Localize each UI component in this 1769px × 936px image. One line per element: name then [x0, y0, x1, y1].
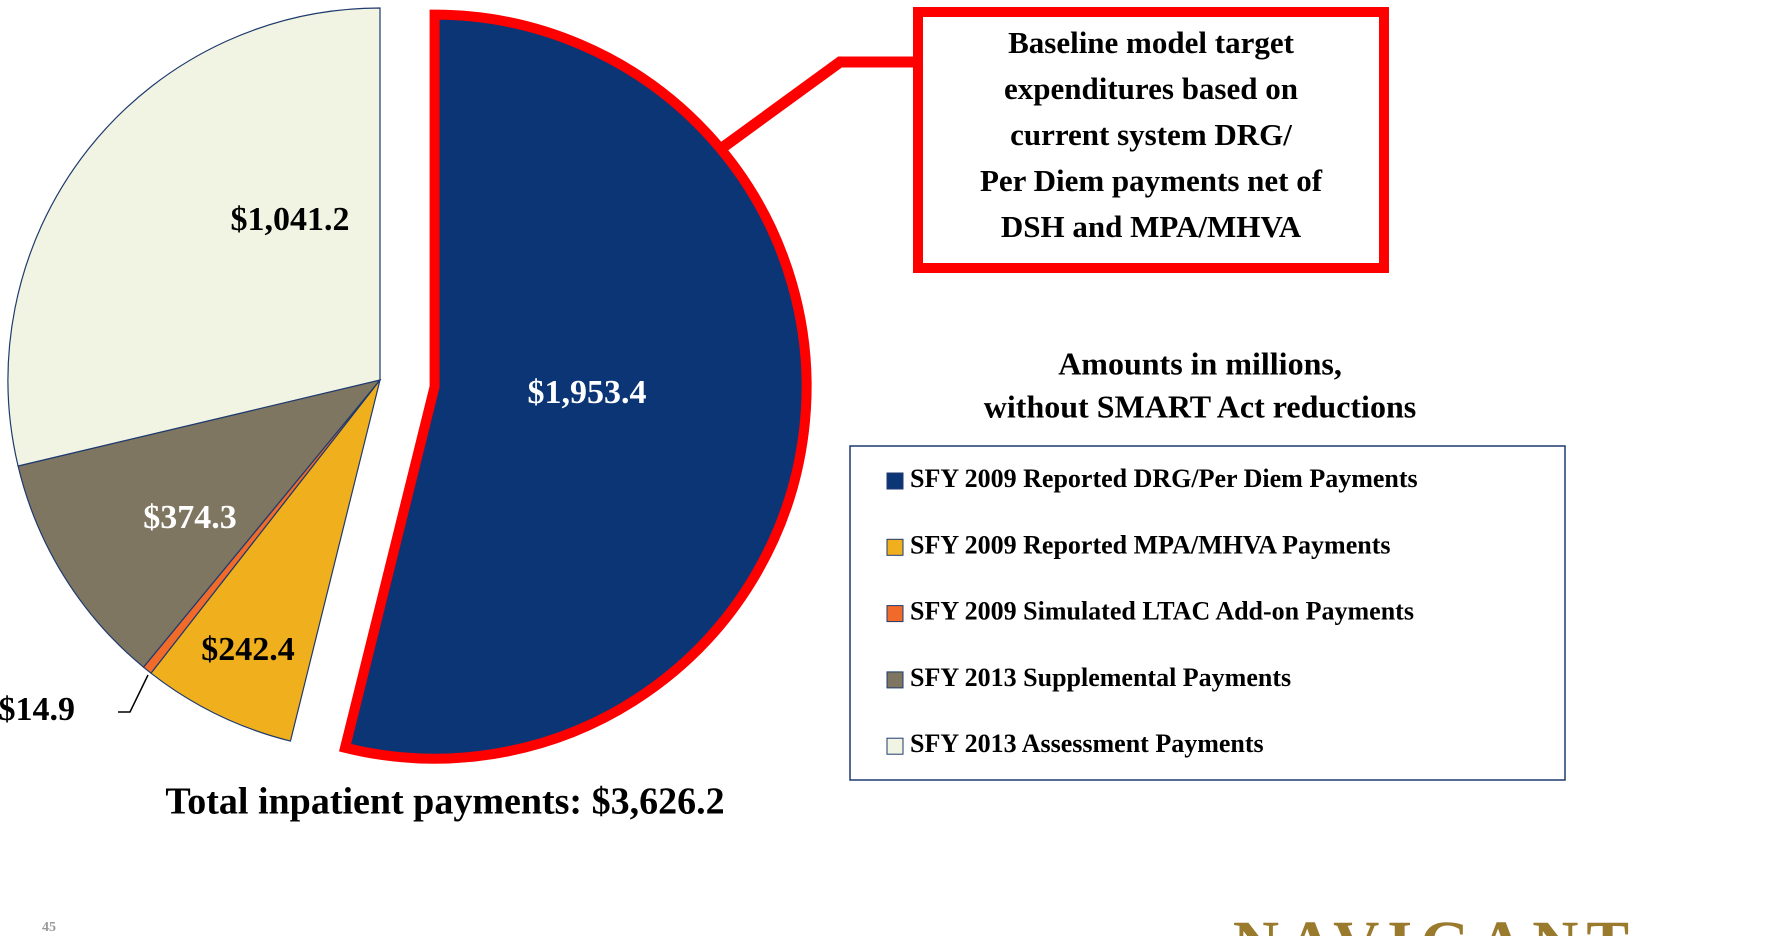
- data-label: $14.9: [0, 691, 75, 728]
- legend-swatch: [886, 538, 904, 556]
- pie-slice: [150, 379, 381, 742]
- legend-box: [849, 445, 1566, 781]
- data-label: $1,953.4: [528, 374, 647, 411]
- legend-swatch: [886, 737, 904, 755]
- subtitle: Amounts in millions,: [1058, 345, 1342, 381]
- callout-line: Baseline model target: [1008, 25, 1295, 60]
- legend-label: SFY 2013 Assessment Payments: [910, 729, 1264, 758]
- callout-line: Per Diem payments net of: [980, 163, 1323, 198]
- leader-line: [118, 674, 149, 713]
- legend-label: SFY 2013 Supplemental Payments: [910, 663, 1291, 692]
- pie-slice: [338, 9, 812, 764]
- legend-label: SFY 2009 Reported MPA/MHVA Payments: [910, 530, 1390, 559]
- data-label: $242.4: [201, 631, 295, 668]
- logo: NAVIGANT: [1233, 908, 1637, 936]
- callout-connector: [718, 56, 918, 153]
- data-label: $1,041.2: [231, 201, 350, 238]
- legend-swatch: [886, 671, 904, 689]
- callout-line: expenditures based on: [1004, 71, 1298, 106]
- legend-label: SFY 2009 Reported DRG/Per Diem Payments: [910, 464, 1418, 493]
- pie-slice: [7, 7, 381, 467]
- callout-line: current system DRG/: [1010, 117, 1292, 152]
- subtitle: without SMART Act reductions: [984, 388, 1416, 424]
- total: Total inpatient payments: $3,626.2: [165, 781, 724, 823]
- legend-swatch: [886, 605, 904, 623]
- legend-swatch: [886, 472, 904, 490]
- legend-label: SFY 2009 Simulated LTAC Add-on Payments: [910, 597, 1414, 626]
- page-number: 45: [42, 920, 56, 935]
- pie-slice: [17, 379, 382, 669]
- callout-box: [913, 7, 1389, 273]
- data-label: $374.3: [143, 499, 237, 536]
- callout-line: DSH and MPA/MHVA: [1001, 209, 1302, 244]
